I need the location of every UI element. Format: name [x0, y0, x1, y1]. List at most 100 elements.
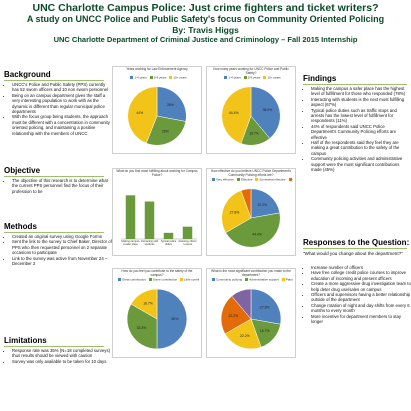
pie-slice — [127, 86, 158, 144]
responses-item: More incentive for department members to… — [311, 314, 411, 325]
chart-years-uncc: How many years working for UNCC Police a… — [206, 66, 296, 154]
pie-label: 16.7% — [249, 131, 259, 135]
methods-item: Sent the link to the survey to Chief Bak… — [12, 239, 112, 255]
findings-item: Interacting with students is the next mo… — [311, 97, 411, 108]
bar — [125, 195, 136, 239]
legend-swatch — [148, 278, 152, 281]
pie-slice — [221, 190, 252, 234]
limitations-item: Survey was only available to be taken fo… — [12, 359, 112, 364]
responses-item: Change rotation of night and day shifts … — [311, 303, 411, 314]
legend-label: Some contribution — [152, 278, 178, 282]
poster-title: UNC Charlotte Campus Police: Just crime … — [32, 2, 379, 14]
pie-label: 33.3% — [137, 326, 147, 330]
objective-heading: Objective — [4, 166, 41, 175]
pie-slice — [250, 288, 282, 325]
findings-item: Half of the respondents said they feel t… — [311, 140, 411, 156]
pie-svg: 27.8% 16.7% 22.2% 22.2% — [220, 288, 282, 350]
responses-list: Increase number of officers Have free co… — [303, 265, 411, 324]
responses-item: Increase number of officers — [311, 265, 411, 270]
pie-svg: 50% 33.3% 16.7% — [126, 288, 188, 350]
chart-fulfilling: What do you find most fulfilling about w… — [112, 168, 202, 256]
pie-svg: 28% 28% 44% — [127, 86, 187, 146]
poster-department: UNC Charlotte Department of Criminal Jus… — [53, 35, 358, 44]
legend-label: Somewhat effective — [259, 178, 286, 182]
legend-label: Patrol — [285, 278, 293, 282]
pie-svg: 38.9% 16.7% 44.4% — [221, 86, 281, 146]
chart-title: Years working for Law Enforcement Agency — [126, 67, 188, 71]
pie-slice — [224, 318, 262, 350]
responses-question: "What would you change about the departm… — [303, 251, 403, 256]
legend-swatch — [130, 76, 134, 79]
pie-slice — [221, 86, 252, 144]
legend-swatch — [180, 278, 184, 281]
background-divider — [4, 80, 104, 81]
pie-slice — [225, 212, 281, 248]
chart-legend: 1-4 years 5-9 years 10+ years — [115, 76, 199, 80]
pie-label: 44.4% — [229, 111, 239, 115]
background-item: With the focus group being students, the… — [12, 114, 112, 136]
background-item: UNCC's Police and Public Safety (PPS) cu… — [12, 82, 112, 93]
chart-years-le: Years working for Law Enforcement Agency… — [112, 66, 202, 154]
limitations-item: Response rate was 35% (N=18 completed su… — [12, 348, 112, 359]
chart-effectiveness: How effective do you believe UNCC Police… — [206, 168, 296, 256]
chart-title: What is the most significant contributio… — [211, 269, 291, 277]
pie-slice — [231, 288, 252, 320]
pie-label: 27.8% — [230, 210, 240, 214]
bar-category-label: Assisting others / events — [178, 240, 197, 246]
chart-title: How effective do you believe UNCC Police… — [211, 169, 291, 177]
pie-slice — [130, 288, 158, 320]
poster-header: UNC Charlotte Campus Police: Just crime … — [0, 2, 411, 44]
bar-svg — [121, 195, 197, 240]
pie-svg: 22.2% 44.4% 27.8% — [221, 188, 281, 248]
responses-item: Officers and supervisors having a better… — [311, 292, 411, 303]
pie-label: 38.9% — [263, 108, 273, 112]
chart-title: What do you find most fulfilling about w… — [116, 169, 198, 177]
findings-item: 44% of respondents said UNCC Police Depa… — [311, 124, 411, 140]
legend-label: 10+ years — [267, 76, 281, 80]
pie-label: 16.7% — [143, 302, 153, 306]
responses-divider — [303, 248, 407, 249]
responses-item: Create a more aggressive drug investigat… — [311, 281, 411, 292]
objective-list: The objective of this research is to det… — [4, 178, 112, 194]
methods-list: Created an original survey using Google … — [4, 234, 112, 266]
pie-slice — [250, 86, 281, 139]
legend-swatch — [212, 178, 215, 181]
responses-item: Have free college credit police courses … — [311, 270, 411, 281]
background-item: Being on an campus department gives the … — [12, 93, 112, 115]
pie-label: 16.7% — [260, 329, 270, 333]
pie-slice — [240, 188, 252, 219]
findings-item: Community policing activities and admini… — [311, 156, 411, 172]
chart-contribution: How do you feel you contribute to the sa… — [112, 268, 202, 358]
findings-heading: Findings — [303, 74, 337, 83]
legend-label: 5-9 years — [153, 76, 167, 80]
findings-divider — [303, 84, 407, 85]
pie-slice — [156, 288, 188, 350]
legend-label: Great contribution — [122, 278, 146, 282]
legend-swatch — [245, 278, 249, 281]
chart-legend: Very effective Effective Somewhat effectiv… — [209, 178, 293, 182]
methods-item: Created an original survey using Google … — [12, 234, 112, 239]
methods-divider — [4, 232, 104, 233]
background-heading: Background — [4, 70, 51, 79]
legend-swatch — [212, 278, 215, 281]
legend-swatch — [243, 76, 247, 79]
pie-label: 22.2% — [229, 314, 239, 318]
pie-label: 50% — [172, 317, 179, 321]
legend-label: Administrative support — [249, 278, 279, 282]
bar — [144, 201, 155, 239]
pie-slice — [220, 295, 252, 335]
chart-legend: Great contribution Some contribution Littl… — [115, 278, 199, 282]
findings-item: Typical police duties such as traffic st… — [311, 108, 411, 124]
bar-category-label: Typical police duties — [160, 240, 177, 246]
responses-heading: Responses to the Question: — [303, 238, 410, 247]
limitations-divider — [4, 346, 104, 347]
objective-divider — [4, 176, 104, 177]
legend-label: Community policing — [216, 278, 243, 282]
findings-list: Making the campus a safer place has the … — [303, 86, 411, 173]
poster-author: By: Travis Higgs — [172, 25, 239, 35]
legend-swatch — [169, 76, 173, 79]
legend-swatch — [281, 278, 285, 281]
bar — [163, 232, 174, 239]
legend-swatch — [118, 278, 121, 281]
